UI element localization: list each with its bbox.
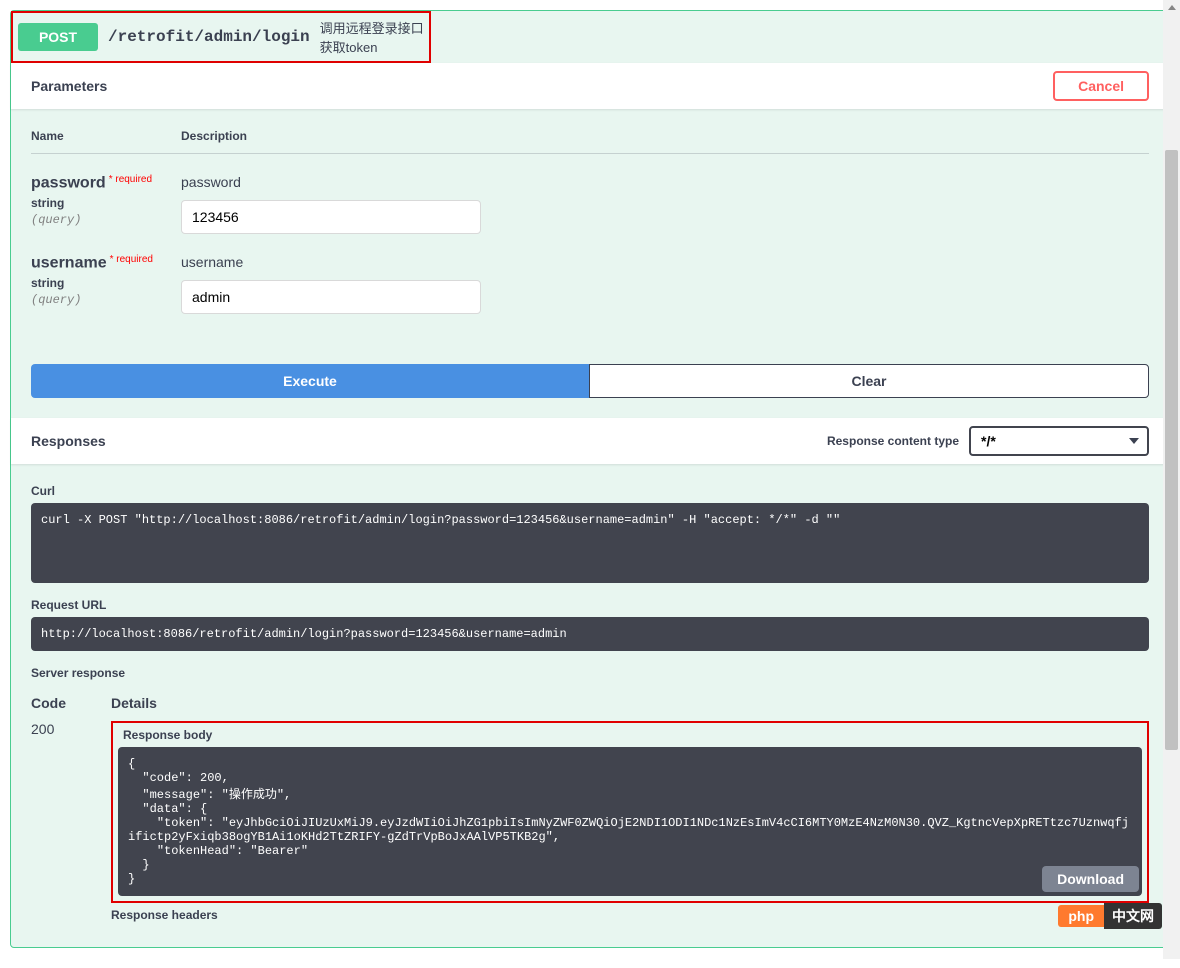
server-response-label: Server response [31,666,1149,680]
param-name: username [31,255,107,272]
response-code-header: Code [31,695,111,711]
watermark-left: php [1058,905,1104,927]
param-type: string [31,193,181,213]
download-button[interactable]: Download [1042,866,1139,892]
param-row-password: password* requiredstring(query)password [31,164,1149,244]
operation-block: POST /retrofit/admin/login 调用远程登录接口获取tok… [10,10,1170,948]
watermark-right: 中文网 [1104,903,1162,929]
param-description: password [181,174,1149,190]
parameters-table: Name Description password* requiredstrin… [11,109,1169,344]
param-type: string [31,273,181,293]
param-description: username [181,254,1149,270]
vertical-scrollbar[interactable] [1163,0,1180,959]
request-url-value: http://localhost:8086/retrofit/admin/log… [31,617,1149,651]
parameters-header: Parameters Cancel [11,63,1169,109]
required-marker: * required [107,254,153,265]
required-marker: * required [106,174,152,185]
param-row-username: username* requiredstring(query)username [31,244,1149,324]
response-details-header: Details [111,695,1149,711]
column-header-description: Description [181,129,1149,143]
responses-title: Responses [31,433,106,449]
content-type-label: Response content type [827,434,959,448]
param-name: password [31,175,106,192]
request-url-label: Request URL [31,598,1149,612]
column-header-name: Name [31,129,181,143]
watermark: php 中文网 [1058,903,1162,929]
execute-button[interactable]: Execute [31,364,589,398]
endpoint-path: /retrofit/admin/login [98,28,320,46]
content-type-select[interactable]: */* [969,426,1149,456]
cancel-button[interactable]: Cancel [1053,71,1149,101]
param-in: (query) [31,213,181,227]
operation-summary[interactable]: POST /retrofit/admin/login 调用远程登录接口获取tok… [11,11,431,63]
response-status-code: 200 [31,721,111,927]
http-method-badge: POST [18,23,98,51]
curl-label: Curl [31,484,1149,498]
response-body-label: Response body [118,728,1142,742]
responses-header: Responses Response content type */* [11,418,1169,464]
param-input-password[interactable] [181,200,481,234]
parameters-title: Parameters [31,78,107,94]
endpoint-description: 调用远程登录接口获取token [320,18,424,56]
scroll-up-arrow-icon[interactable] [1168,5,1176,10]
param-input-username[interactable] [181,280,481,314]
response-headers-label: Response headers [111,908,1149,922]
scrollbar-thumb[interactable] [1165,150,1178,750]
curl-command: curl -X POST "http://localhost:8086/retr… [31,503,1149,583]
clear-button[interactable]: Clear [589,364,1149,398]
param-in: (query) [31,293,181,307]
response-body: { "code": 200, "message": "操作成功", "data"… [118,747,1142,896]
